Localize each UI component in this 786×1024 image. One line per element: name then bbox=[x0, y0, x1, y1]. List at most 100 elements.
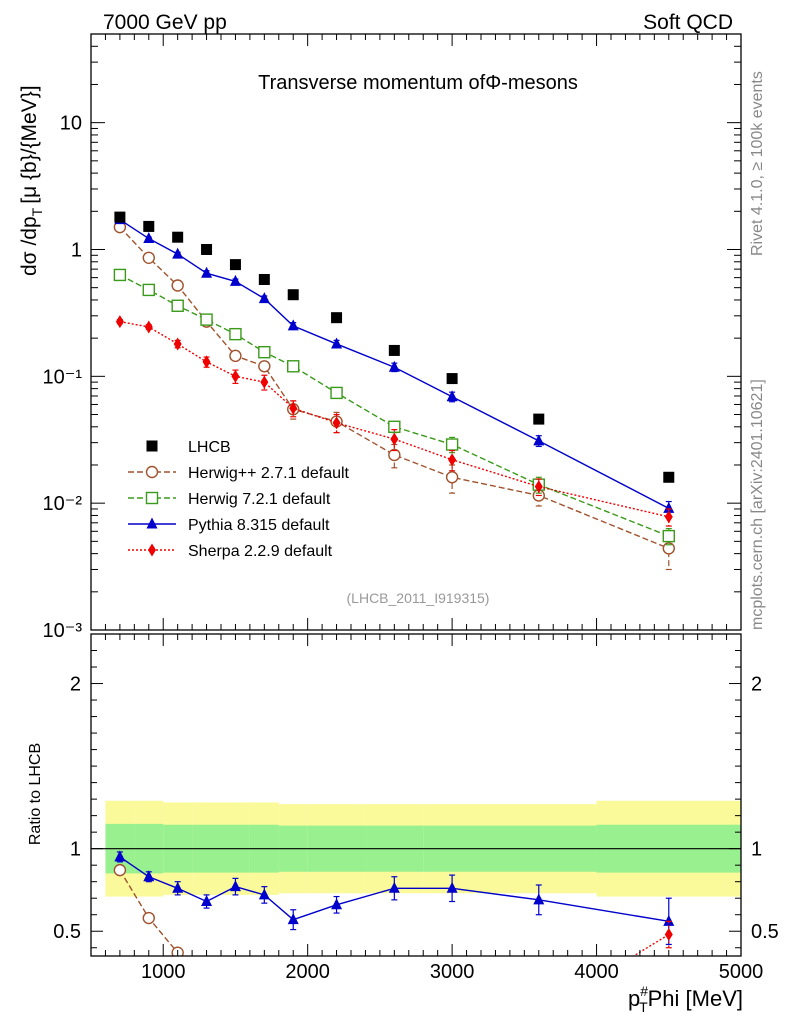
y-tick-label: 10⁻² bbox=[43, 493, 83, 515]
series-line-herwigpp bbox=[119, 226, 670, 550]
ylabel-sub: T bbox=[29, 207, 45, 216]
data-point-pythia bbox=[172, 247, 184, 259]
data-point-data bbox=[229, 259, 241, 271]
main-plot-marks bbox=[113, 211, 675, 571]
legend-label: Pythia 8.315 default bbox=[188, 517, 330, 534]
ylabel-units: [μ {b}/{MeV}] bbox=[18, 85, 41, 203]
data-point-pythia bbox=[172, 881, 184, 893]
data-point-sherpa bbox=[202, 355, 211, 369]
header-left: 7000 GeV pp bbox=[103, 11, 227, 34]
data-point-pythia bbox=[201, 895, 213, 907]
legend-marker bbox=[148, 543, 156, 557]
data-point-herwigpp bbox=[142, 251, 155, 264]
series-line-pythia bbox=[119, 856, 669, 923]
legend-item-sherpa: Sherpa 2.2.9 default bbox=[128, 543, 333, 560]
ratio-plot-marks bbox=[91, 800, 741, 956]
legend-label: LHCB bbox=[188, 439, 231, 456]
data-point-data bbox=[446, 373, 458, 385]
ratio-y-tick-label-right: 2 bbox=[751, 674, 762, 696]
series-line-sherpa bbox=[632, 933, 670, 956]
ratio-y-tick-label: 1 bbox=[70, 839, 81, 861]
data-point-herwigpp bbox=[171, 279, 184, 292]
ratio-y-tick-label: 0.5 bbox=[53, 921, 81, 943]
data-point-sherpa bbox=[664, 928, 673, 942]
legend-marker bbox=[145, 491, 159, 505]
data-point-sherpa bbox=[664, 510, 673, 524]
legend-label: Herwig 7.2.1 default bbox=[188, 491, 331, 508]
legend-label: Herwig++ 2.7.1 default bbox=[188, 465, 350, 482]
x-tick-label: 2000 bbox=[285, 961, 330, 983]
ratio-y-tick-label-right: 1 bbox=[751, 839, 762, 861]
data-point-herwigpp bbox=[113, 863, 127, 877]
series-pythia bbox=[114, 213, 675, 517]
xlabel-sub: T bbox=[639, 999, 648, 1015]
data-point-pythia bbox=[533, 893, 545, 905]
data-point-herwig7 bbox=[258, 345, 271, 359]
x-axis-label: p# TPhi [MeV] bbox=[628, 983, 743, 1015]
data-point-sherpa bbox=[260, 375, 269, 389]
data-point-pythia bbox=[446, 390, 458, 402]
data-point-pythia bbox=[663, 914, 675, 926]
x-tick-label: 1000 bbox=[141, 961, 186, 983]
data-point-herwigpp bbox=[445, 471, 459, 484]
ratio-y-tick-label: 2 bbox=[70, 674, 81, 696]
xlabel-rest: Phi [MeV] bbox=[648, 986, 743, 1011]
x-tick-label: 3000 bbox=[430, 961, 475, 983]
data-point-data bbox=[663, 471, 675, 483]
legend-item-data: LHCB bbox=[146, 439, 231, 456]
mcplots-note: mcplots.cern.ch [arXiv:2401.10621] bbox=[749, 379, 766, 630]
data-point-data bbox=[172, 231, 184, 243]
series-herwigpp bbox=[113, 863, 184, 956]
main-panel: 10 1 10⁻¹ 10⁻² 10⁻³ Transverse momentum ofΦ-… bbox=[18, 33, 742, 642]
series-line-pythia bbox=[119, 219, 670, 509]
data-point-pythia bbox=[229, 880, 241, 892]
data-point-pythia bbox=[287, 319, 299, 331]
data-point-sherpa bbox=[448, 453, 457, 467]
analysis-id: (LHCB_2011_I919315) bbox=[347, 590, 490, 606]
data-point-pythia bbox=[258, 292, 270, 304]
series-sherpa bbox=[632, 920, 673, 956]
series-pythia bbox=[114, 850, 675, 946]
data-point-sherpa bbox=[534, 480, 543, 494]
data-point-herwigpp bbox=[142, 911, 155, 925]
legend-item-herwigpp: Herwig++ 2.7.1 default bbox=[128, 465, 350, 482]
y-tick-label: 10⁻³ bbox=[43, 620, 83, 642]
data-point-sherpa bbox=[231, 369, 240, 383]
data-point-pythia bbox=[388, 881, 400, 893]
legend-marker bbox=[146, 440, 158, 452]
xlabel-sup: # bbox=[640, 983, 648, 999]
data-point-herwigpp bbox=[258, 360, 271, 373]
data-point-data bbox=[258, 273, 270, 285]
data-point-sherpa bbox=[144, 320, 153, 334]
ratio-series bbox=[113, 850, 675, 956]
legend-label: Sherpa 2.2.9 default bbox=[188, 543, 333, 560]
data-point-herwig7 bbox=[200, 313, 213, 326]
data-point-data bbox=[533, 413, 545, 425]
data-point-pythia bbox=[229, 274, 241, 286]
data-point-data bbox=[143, 220, 155, 232]
data-point-data bbox=[201, 243, 213, 255]
data-point-data bbox=[287, 289, 299, 301]
data-point-herwig7 bbox=[229, 327, 242, 341]
legend-item-pythia: Pythia 8.315 default bbox=[128, 517, 330, 534]
legend-marker bbox=[145, 465, 159, 479]
data-point-herwigpp bbox=[229, 349, 242, 363]
data-point-pythia bbox=[388, 360, 400, 372]
data-point-pythia bbox=[143, 232, 155, 244]
data-point-pythia bbox=[331, 898, 343, 910]
svg-text:dσ /dpT[μ {b}/{MeV}]: dσ /dpT [μ {b}/{MeV}] bbox=[18, 85, 45, 276]
data-point-herwig7 bbox=[330, 386, 343, 400]
ratio-y-axis-label: Ratio to LHCB bbox=[27, 743, 44, 845]
data-point-pythia bbox=[331, 337, 343, 349]
series-line-sherpa bbox=[119, 320, 669, 518]
series-sherpa bbox=[115, 315, 673, 527]
data-point-herwigpp bbox=[388, 448, 401, 462]
ratio-panel: 1000 2000 3000 4000 5000 0.5 0.5 1 1 2 2 Ratio to … bbox=[27, 633, 779, 1015]
data-point-data bbox=[114, 211, 126, 223]
series-data bbox=[114, 211, 675, 483]
data-point-herwig7 bbox=[662, 529, 675, 543]
data-point-sherpa bbox=[173, 337, 182, 351]
data-point-pythia bbox=[201, 266, 213, 278]
main-frame bbox=[90, 33, 742, 631]
data-point-herwig7 bbox=[142, 283, 155, 297]
